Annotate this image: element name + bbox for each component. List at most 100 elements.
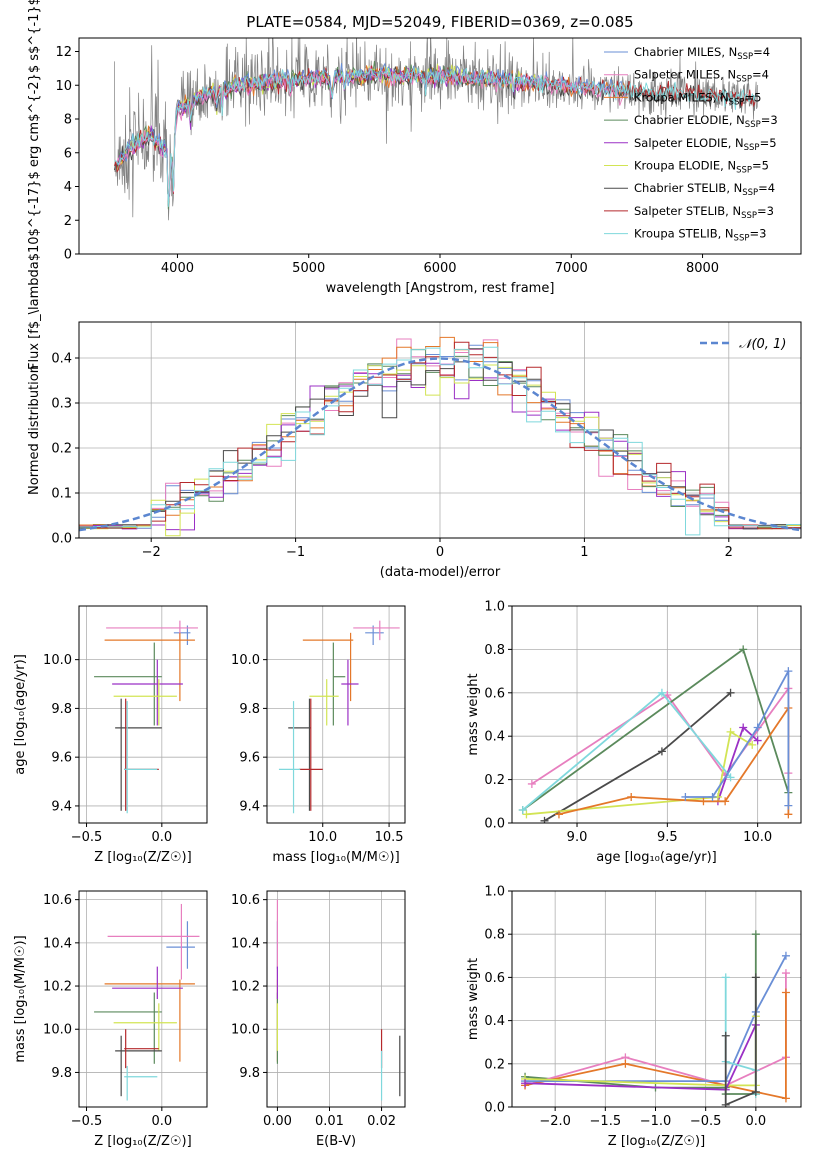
plot-area xyxy=(278,620,400,814)
panel-weight-vs-age: 9.0 9.5 10.0 0.0 0.2 0.4 0.6 0.8 1.0 age [log₁₀(a… xyxy=(466,600,802,865)
weight-marker-kroupa_miles xyxy=(627,792,636,801)
legend-label-count: =4 xyxy=(753,45,770,59)
y-tick-label: 9.8 xyxy=(239,702,260,717)
legend-label-subscript: SSP xyxy=(734,234,750,244)
y-axis-label: mass [log₁₀(M/M☉)] xyxy=(13,935,28,1062)
errorbar-salpeter_elodie xyxy=(112,966,183,999)
y-tick-label: 10.0 xyxy=(43,653,72,668)
x-tick-label: −1.0 xyxy=(640,1114,672,1129)
legend-label-text: Kroupa MILES, N xyxy=(634,90,729,104)
legend-label-count: =4 xyxy=(752,68,769,82)
x-tick-label: 8000 xyxy=(686,261,719,276)
plot-area xyxy=(94,620,198,814)
x-tick-label: 10.5 xyxy=(375,830,404,845)
weight-marker-kroupa_elodie xyxy=(748,740,757,749)
y-tick-label: 2 xyxy=(64,214,72,229)
y-tick-label: 10.2 xyxy=(43,980,72,995)
errorbar-kroupa_elodie xyxy=(309,679,339,726)
legend-label-text: Salpeter MILES, N xyxy=(634,68,736,82)
legend-label-text: Chabrier STELIB, N xyxy=(634,181,742,195)
y-tick-label: 9.8 xyxy=(239,1066,260,1081)
legend-label-subscript: SSP xyxy=(729,97,745,107)
weight-marker-chabrier_stelib xyxy=(726,688,735,697)
x-tick-label: −1.5 xyxy=(590,1114,622,1129)
y-tick-label: 12 xyxy=(55,45,72,60)
errorbar-salpeter_elodie xyxy=(341,659,359,726)
y-axis-label: mass weight xyxy=(466,673,481,755)
x-axis-label: Z [log₁₀(Z/Z☉)] xyxy=(608,1134,705,1149)
chart-title: PLATE=0584, MJD=52049, FIBERID=0369, z=0… xyxy=(246,13,633,31)
y-axis-label: Flux [f$_\lambda$10$^{-17}$ erg cm$^{-2}… xyxy=(27,0,42,370)
x-tick-label: 7000 xyxy=(555,261,588,276)
x-axis-label: age [log₁₀(age/yr)] xyxy=(596,850,717,865)
y-axis-label: age [log₁₀(age/yr)] xyxy=(13,654,28,775)
histogram-kroupa_stelib xyxy=(79,346,801,536)
plot-area xyxy=(521,930,790,1107)
panel-spectrum: 4000 5000 6000 7000 8000 0 2 4 6 8 10 12 wavelength … xyxy=(27,0,802,370)
x-tick-label: 0.00 xyxy=(263,1114,292,1129)
x-tick-label: 1 xyxy=(580,545,588,560)
x-tick-label: 6000 xyxy=(423,261,456,276)
x-tick-label: 9.5 xyxy=(657,830,678,845)
gridlines xyxy=(267,606,405,823)
x-tick-label: 0.01 xyxy=(315,1114,344,1129)
weight-marker-chabrier_stelib xyxy=(721,1031,730,1040)
weight-marker-chabrier_miles xyxy=(781,951,790,960)
gridlines xyxy=(267,891,405,1107)
weight-line-chabrier_elodie xyxy=(524,934,757,1095)
errorbar-kroupa_miles xyxy=(104,979,195,1062)
weight-marker-chabrier_miles xyxy=(784,667,793,676)
legend-label-salpeter_stelib: Salpeter STELIB, NSSP=3 xyxy=(634,204,774,221)
axes-frame xyxy=(78,890,208,1108)
weight-marker-salpeter_miles xyxy=(781,969,790,978)
weight-marker-chabrier_stelib xyxy=(751,973,760,982)
legend: 𝒩(0, 1) xyxy=(700,337,786,352)
x-tick-label: 4000 xyxy=(161,261,194,276)
legend-label-kroupa_elodie: Kroupa ELODIE, NSSP=5 xyxy=(634,159,769,176)
plot-area xyxy=(79,336,801,537)
y-tick-label: 0.4 xyxy=(484,1014,505,1029)
legend-label-text: Kroupa STELIB, N xyxy=(634,227,734,241)
y-tick-label: 9.8 xyxy=(51,1066,72,1081)
weight-line-kroupa_stelib xyxy=(522,691,732,811)
legend-label-subscript: SSP xyxy=(745,120,761,130)
errorbar-salpeter_stelib xyxy=(298,698,323,811)
y-tick-label: 0.2 xyxy=(51,442,72,457)
legend-label-normal: 𝒩(0, 1) xyxy=(739,337,786,352)
y-tick-label: 0.0 xyxy=(484,817,505,832)
weight-marker-kroupa_miles xyxy=(699,797,708,806)
panel-residuals: −2 −1 0 1 2 0.0 0.1 0.2 0.3 0.4 (data-model)/error… xyxy=(27,321,802,580)
errorbar-salpeter_miles xyxy=(107,903,200,980)
weight-marker-salpeter_miles xyxy=(527,779,536,788)
y-tick-label: 0.8 xyxy=(484,928,505,943)
legend-label-count: =4 xyxy=(758,181,775,195)
weight-marker-kroupa_miles xyxy=(781,988,790,997)
model-spectrum-kroupa_stelib xyxy=(114,66,756,207)
gridlines xyxy=(512,605,801,824)
weight-marker-chabrier_stelib xyxy=(721,1100,730,1107)
y-tick-label: 0.4 xyxy=(51,352,72,367)
plot-area xyxy=(113,38,759,221)
x-tick-label: 0.0 xyxy=(151,830,172,845)
legend-label-salpeter_elodie: Salpeter ELODIE, NSSP=5 xyxy=(634,136,777,153)
weight-marker-chabrier_miles xyxy=(708,792,717,801)
legend-label-chabrier_stelib: Chabrier STELIB, NSSP=4 xyxy=(634,181,775,198)
y-tick-label: 1.0 xyxy=(484,600,505,615)
x-tick-label: −2.0 xyxy=(539,1114,571,1129)
legend-label-subscript: SSP xyxy=(736,166,752,176)
y-tick-label: 0.3 xyxy=(51,397,72,412)
legend-label-text: Salpeter STELIB, N xyxy=(634,204,741,218)
weight-marker-chabrier_elodie xyxy=(751,930,760,939)
x-tick-label: −0.5 xyxy=(71,830,103,845)
y-tick-label: 10.0 xyxy=(231,1023,260,1038)
x-tick-label: 0.0 xyxy=(151,1114,172,1129)
errorbar-chabrier_elodie xyxy=(332,642,346,726)
gridlines xyxy=(79,891,207,1107)
y-tick-label: 0.8 xyxy=(484,643,505,658)
legend-label-count: =5 xyxy=(744,90,761,104)
weight-marker-kroupa_stelib xyxy=(721,973,730,982)
y-tick-label: 4 xyxy=(64,180,72,195)
legend-label-text: Kroupa ELODIE, N xyxy=(634,159,736,173)
axes-frame xyxy=(266,605,406,824)
legend-label-count: =5 xyxy=(752,159,769,173)
